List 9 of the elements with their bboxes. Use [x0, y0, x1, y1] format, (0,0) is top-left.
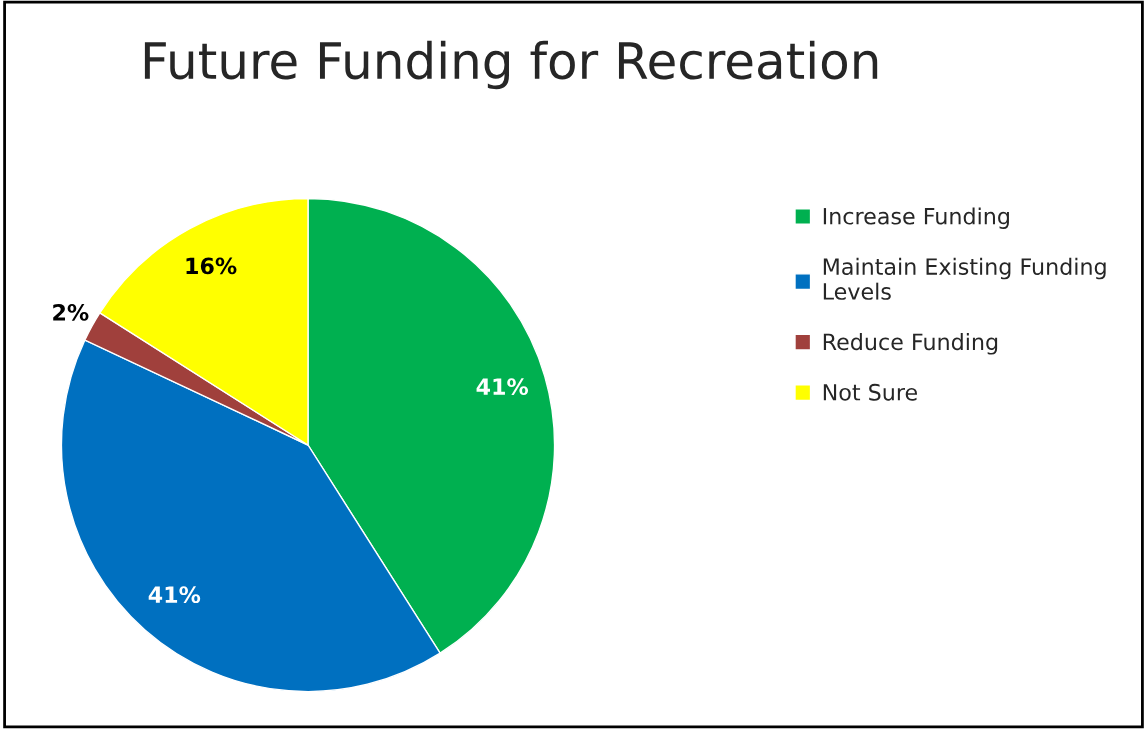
legend-label: Maintain Existing Funding Levels — [823, 257, 1106, 300]
legend-label: Reduce Funding — [823, 333, 998, 355]
legend-label: Not Sure — [823, 383, 917, 401]
data-label: 41% — [476, 378, 529, 396]
data-label: 16% — [186, 257, 237, 275]
chart-title: Future Funding for Recreation — [144, 40, 878, 90]
legend-label: Increase Funding — [823, 207, 1009, 229]
data-label: 41% — [148, 586, 201, 604]
data-label: 2% — [53, 303, 89, 321]
